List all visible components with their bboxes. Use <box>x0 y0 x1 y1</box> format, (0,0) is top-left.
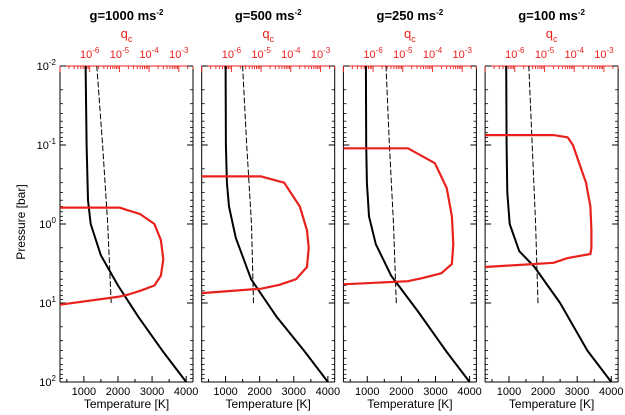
panel-1: 102 101 100 10-1 10-2 1000 2000 3000 4000 Tempera… <box>37 8 199 411</box>
y-axis-label: Pressure [bar] <box>14 184 28 259</box>
top-tick-label: 10-5 <box>110 46 130 61</box>
cloud-mass-fraction-line <box>343 147 455 286</box>
x-axis-label: Temperature [K] <box>367 397 452 411</box>
x-tick-label: 2000 <box>106 386 130 398</box>
x-tick-label: 2000 <box>389 386 413 398</box>
top-tick-label: 10-5 <box>535 46 555 61</box>
temperature-profile-line <box>505 66 613 382</box>
y-tick-label: 10-1 <box>37 137 57 152</box>
series-group <box>201 66 329 382</box>
top-tick-label: 10-6 <box>505 46 525 61</box>
panel-title: g=1000 ms-2 <box>90 8 165 23</box>
y-tick-label: 102 <box>39 374 56 389</box>
y-tick-label: 100 <box>39 216 56 231</box>
y-tick-label: 10-2 <box>37 58 57 73</box>
top-tick-label: 10-6 <box>222 46 242 61</box>
top-tick-label: 10-6 <box>80 46 100 61</box>
top-tick-label: 10-4 <box>565 46 585 61</box>
condensation-curve-line <box>385 66 397 304</box>
x-tick-label: 4000 <box>457 386 481 398</box>
top-tick-label: 10-3 <box>311 46 331 61</box>
condensation-curve-line <box>528 66 539 304</box>
top-tick-label: 10-6 <box>363 46 383 61</box>
x-tick-label: 3000 <box>282 386 306 398</box>
top-tick-label: 10-3 <box>453 46 473 61</box>
series-group <box>343 66 471 382</box>
top-tick-label: 10-5 <box>251 46 271 61</box>
panel-title: g=250 ms-2 <box>377 8 444 23</box>
x-tick-label: 1000 <box>497 386 521 398</box>
top-axis-label: qc <box>546 26 558 44</box>
top-tick-label: 10-3 <box>594 46 614 61</box>
panel-2: 1000 2000 3000 4000 Temperature [K] 10-6 10-5 1… <box>201 8 340 411</box>
temperature-profile-line <box>84 66 188 382</box>
condensation-curve-line <box>242 66 254 304</box>
x-tick-label: 1000 <box>355 386 379 398</box>
y-tick-label: 101 <box>39 295 56 310</box>
panel-title: g=100 ms-2 <box>518 8 585 23</box>
x-tick-label: 4000 <box>599 386 623 398</box>
cloud-mass-fraction-line <box>201 175 310 295</box>
x-tick-label: 1000 <box>213 386 237 398</box>
x-tick-label: 2000 <box>247 386 271 398</box>
x-axis-label: Temperature [K] <box>84 397 169 411</box>
top-tick-label: 10-4 <box>281 46 301 61</box>
top-axis-label: qc <box>121 26 133 44</box>
panel-title: g=500 ms-2 <box>235 8 302 23</box>
top-axis-label: qc <box>404 26 416 44</box>
top-tick-label: 10-4 <box>139 46 159 61</box>
panel-3: 1000 2000 3000 4000 Temperature [K] 10-6 10-5 1… <box>342 8 482 411</box>
series-group <box>485 66 613 382</box>
top-axis-label: qc <box>262 26 274 44</box>
x-tick-label: 4000 <box>316 386 340 398</box>
x-tick-label: 4000 <box>174 386 198 398</box>
temperature-profile-line <box>364 66 471 382</box>
top-tick-label: 10-5 <box>393 46 413 61</box>
series-group <box>60 66 188 382</box>
x-tick-label: 3000 <box>565 386 589 398</box>
x-tick-label: 1000 <box>72 386 96 398</box>
x-tick-label: 3000 <box>140 386 164 398</box>
cloud-mass-fraction-line <box>485 134 593 269</box>
temperature-profile-line <box>224 66 329 382</box>
x-tick-label: 3000 <box>423 386 447 398</box>
cloud-mass-fraction-line <box>60 206 165 306</box>
x-tick-label: 2000 <box>531 386 555 398</box>
top-tick-label: 10-3 <box>169 46 189 61</box>
x-axis-label: Temperature [K] <box>226 397 311 411</box>
top-tick-label: 10-4 <box>423 46 443 61</box>
condensation-curve-line <box>96 66 112 304</box>
panel-4: 1000 2000 3000 4000 Temperature [K] 10-6 10-5 1… <box>484 8 624 411</box>
x-axis-label: Temperature [K] <box>509 397 594 411</box>
panels: 102 101 100 10-1 10-2 1000 2000 3000 4000 Tempera… <box>37 8 624 411</box>
